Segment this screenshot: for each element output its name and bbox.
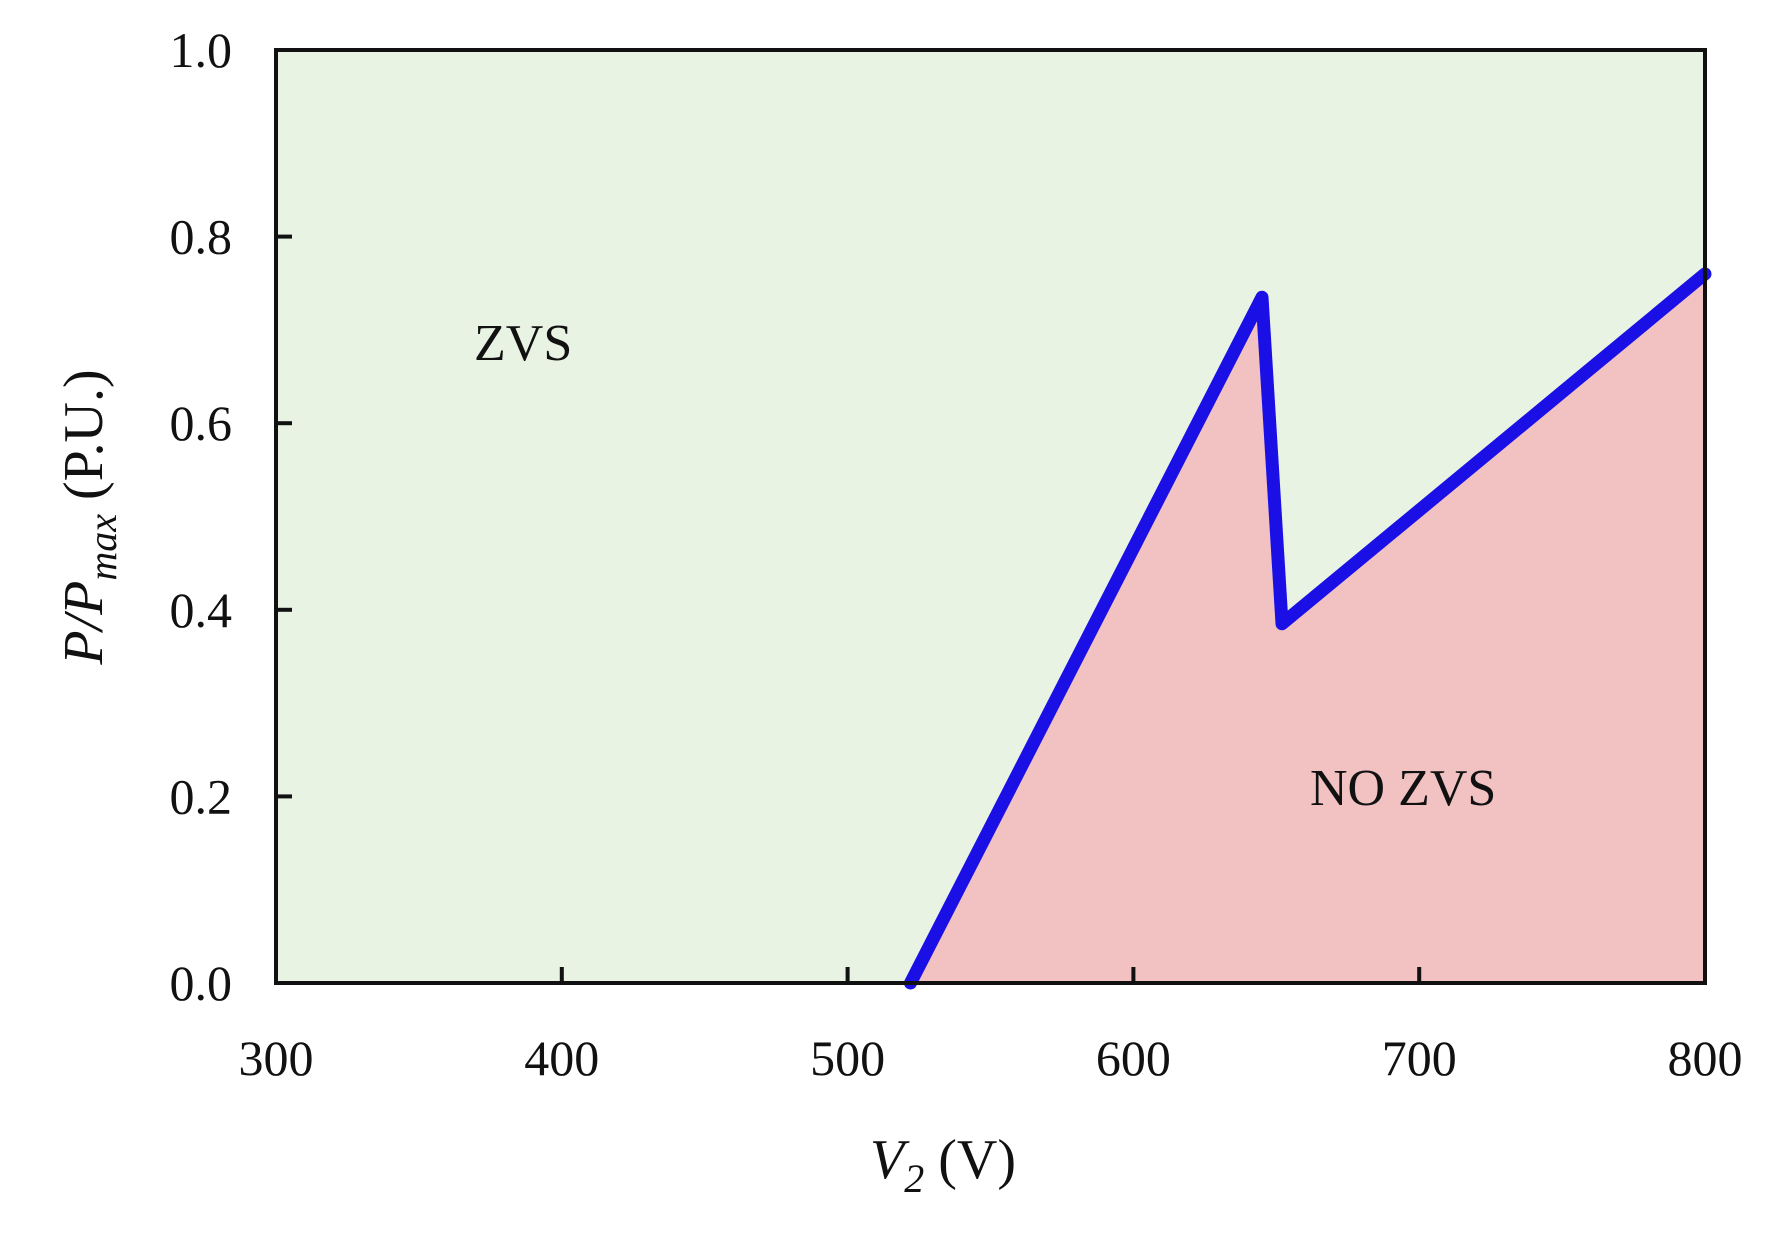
x-tick-label: 600 — [1096, 1030, 1171, 1086]
no-zvs-region — [910, 273, 1705, 983]
x-tick-label: 300 — [239, 1030, 314, 1086]
y-tick-label: 0.8 — [170, 209, 233, 265]
y-axis-label-unit: (P.U.) — [53, 369, 115, 514]
x-tick-label: 400 — [524, 1030, 599, 1086]
y-tick-label: 0.2 — [170, 768, 233, 824]
plot-frame — [274, 48, 1707, 985]
y-tick-label: 0.6 — [170, 395, 233, 451]
y-ticks: 0.0 0.2 0.4 0.6 0.8 1.0 — [170, 22, 292, 1011]
y-axis-label-sub: max — [80, 514, 125, 581]
x-axis-label-var: V — [870, 1129, 910, 1191]
y-axis-label: P/Pmax (P.U.) — [53, 369, 125, 665]
x-tick-label: 700 — [1382, 1030, 1457, 1086]
y-tick-label: 0.0 — [170, 955, 233, 1011]
x-axis-label-sub: 2 — [904, 1156, 924, 1201]
y-tick-label: 1.0 — [170, 22, 233, 78]
x-axis-label-unit: (V) — [924, 1129, 1016, 1191]
x-tick-label: 800 — [1668, 1030, 1743, 1086]
y-axis-label-var: P/P — [53, 581, 115, 666]
region-label-zvs: ZVS — [474, 315, 572, 372]
x-ticks: 300 400 500 600 700 800 — [239, 967, 1743, 1086]
boundary-line — [903, 267, 1712, 990]
x-tick-label: 500 — [810, 1030, 885, 1086]
region-label-no-zvs: NO ZVS — [1310, 760, 1496, 817]
x-axis-label: V2 (V) — [870, 1129, 1016, 1201]
y-tick-label: 0.4 — [170, 582, 233, 638]
